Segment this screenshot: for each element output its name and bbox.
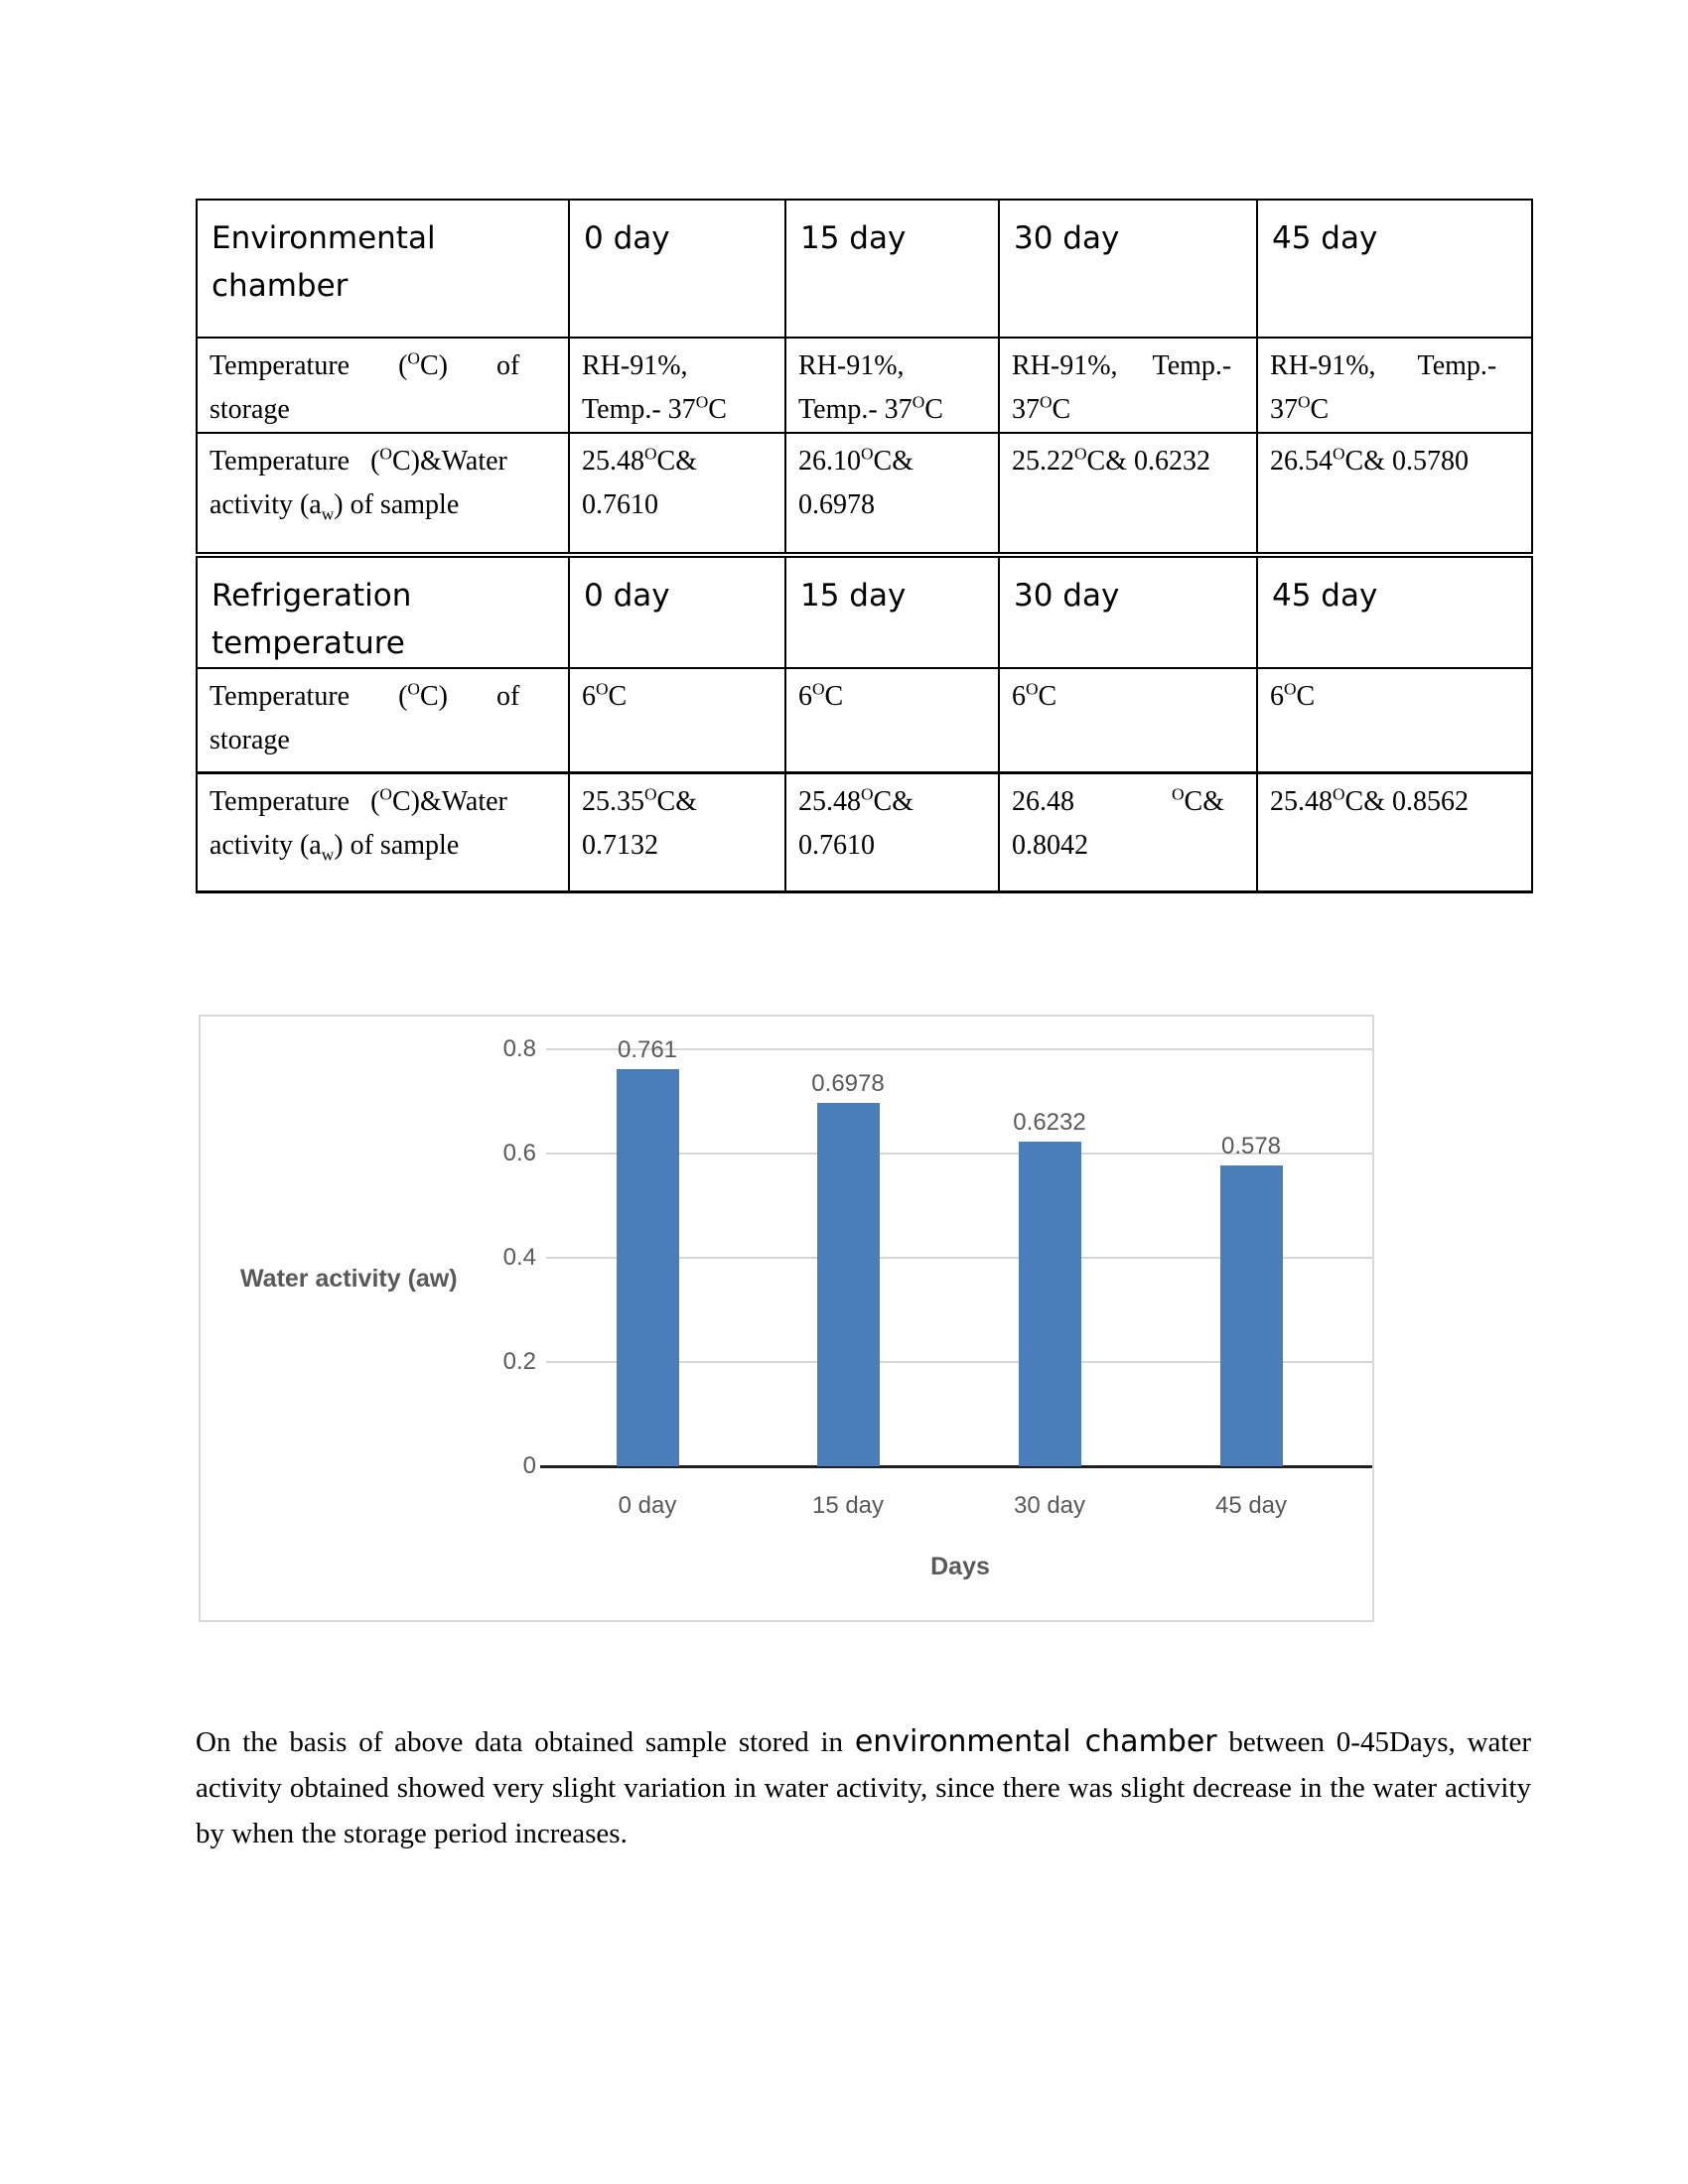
- y-tick-label: 0.6: [502, 1140, 536, 1166]
- data-label: 0.578: [1220, 1133, 1282, 1160]
- table-cell: 25.35OC& 0.7132: [568, 770, 786, 893]
- header-45-day: 45 day: [1256, 552, 1533, 669]
- summary-paragraph: On the basis of above data obtained samp…: [196, 1719, 1531, 1856]
- gridline-0.2: [546, 1361, 1372, 1363]
- header-30-day: 30 day: [998, 552, 1258, 669]
- data-label: 0.6232: [1013, 1109, 1086, 1136]
- table-cell: RH-91%, Temp.- 37OC: [998, 337, 1258, 434]
- table-row: Temperature (OC)&Water activity (aw) of …: [196, 770, 1533, 893]
- row-label-temperature-of-storage: Temperature (OC) of storage: [196, 337, 570, 434]
- table-cell: 6OC: [784, 667, 1000, 773]
- row-label-temperature-water-activity: Temperature (OC)&Water activity (aw) of …: [196, 432, 570, 556]
- gridline-0.8: [546, 1048, 1372, 1050]
- table-row: Temperature (OC)&Water activity (aw) of …: [196, 432, 1533, 556]
- bar-30-day: [1018, 1142, 1081, 1466]
- water-activity-bar-chart: Water activity (aw) Days 0 0.2 0.4 0.6 0.8 0.…: [199, 1015, 1374, 1622]
- table-cell: 6OC: [998, 667, 1258, 773]
- table-row: Environmental chamber 0 day 15 day 30 da…: [196, 199, 1533, 339]
- y-tick-label: 0.2: [502, 1348, 536, 1375]
- table-cell: 26.54OC& 0.5780: [1256, 432, 1533, 556]
- table-cell: 25.22OC& 0.6232: [998, 432, 1258, 556]
- header-0-day: 0 day: [568, 552, 786, 669]
- x-tick-label: 0 day: [618, 1492, 677, 1519]
- x-tick-label: 45 day: [1214, 1492, 1288, 1519]
- header-15-day: 15 day: [784, 552, 1000, 669]
- header-environmental-chamber: Environmental chamber: [196, 199, 570, 339]
- row-label-temperature-of-storage: Temperature (OC) of storage: [196, 667, 570, 773]
- table-cell: RH-91%, Temp.- 37OC: [1256, 337, 1533, 434]
- table-cell: 26.48 OC& 0.8042: [998, 770, 1258, 893]
- header-15-day: 15 day: [784, 199, 1000, 339]
- storage-conditions-table: Environmental chamber 0 day 15 day 30 da…: [196, 199, 1533, 893]
- data-label: 0.6978: [811, 1070, 885, 1097]
- paragraph-text-end: between 0-45Days, water activity obtaine…: [196, 1726, 1531, 1849]
- gridline-0.4: [546, 1257, 1372, 1259]
- data-label: 0.761: [617, 1036, 678, 1063]
- table-cell: 25.48OC& 0.7610: [568, 432, 786, 556]
- table-row: Temperature (OC) of storage 6OC 6OC 6OC …: [196, 667, 1533, 773]
- header-refrigeration-temperature: Refrigeration temperature: [196, 552, 570, 669]
- table-row: Temperature (OC) of storage RH-91%, Temp…: [196, 337, 1533, 434]
- paragraph-highlight-environmental-chamber: environmental chamber: [854, 1724, 1217, 1759]
- x-tick-label: 15 day: [811, 1492, 885, 1519]
- x-axis-line: [540, 1465, 1372, 1468]
- x-tick-label: 30 day: [1013, 1492, 1086, 1519]
- header-30-day: 30 day: [998, 199, 1258, 339]
- paragraph-text-start: On the basis of above data obtained samp…: [196, 1726, 855, 1758]
- bar-45-day: [1219, 1165, 1283, 1466]
- header-0-day: 0 day: [568, 199, 786, 339]
- y-axis-title: Water activity (aw): [240, 1265, 458, 1293]
- gridline-0.6: [546, 1153, 1372, 1155]
- table-cell: RH-91%, Temp.- 37OC: [568, 337, 786, 434]
- y-tick-label: 0.4: [502, 1244, 536, 1271]
- bar-0-day: [616, 1069, 679, 1466]
- table-cell: 25.48OC& 0.8562: [1256, 770, 1533, 893]
- table-cell: 6OC: [568, 667, 786, 773]
- y-tick-label: 0.8: [502, 1035, 536, 1062]
- x-axis-title: Days: [930, 1553, 990, 1580]
- header-45-day: 45 day: [1256, 199, 1533, 339]
- row-label-temperature-water-activity: Temperature (OC)&Water activity (aw) of …: [196, 770, 570, 893]
- table-cell: RH-91%, Temp.- 37OC: [784, 337, 1000, 434]
- y-tick-label: 0: [522, 1452, 536, 1479]
- bar-15-day: [816, 1103, 880, 1466]
- table-cell: 6OC: [1256, 667, 1533, 773]
- table-row: Refrigeration temperature 0 day 15 day 3…: [196, 552, 1533, 669]
- table-cell: 25.48OC& 0.7610: [784, 770, 1000, 893]
- table-cell: 26.10OC& 0.6978: [784, 432, 1000, 556]
